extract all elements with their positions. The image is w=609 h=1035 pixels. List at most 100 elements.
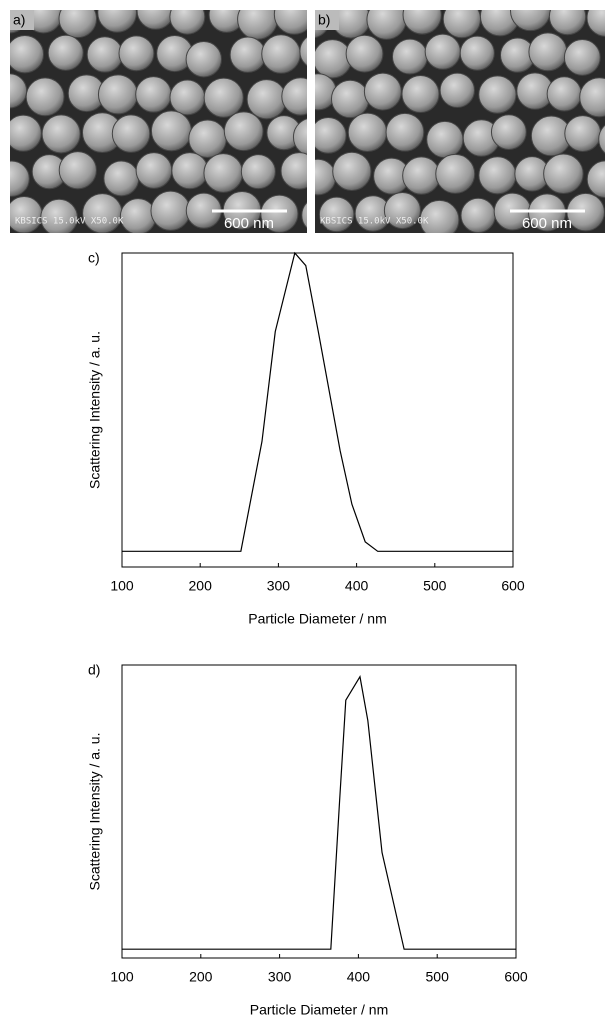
particle (402, 156, 441, 195)
particle (383, 191, 421, 230)
particle (345, 34, 384, 73)
particle (604, 212, 605, 218)
sem-info: KBSICS 15.0kV X50.0K (15, 217, 124, 227)
particle (548, 10, 587, 36)
particle (478, 156, 517, 195)
particle (586, 160, 605, 199)
particle (273, 10, 307, 35)
data-line (122, 675, 516, 950)
label-box (10, 10, 34, 30)
particle (82, 193, 123, 233)
particle (598, 124, 605, 154)
sem-content (315, 10, 605, 233)
particle (169, 10, 206, 35)
sem-image: b) KBSICS 15.0kV X50.0K 600 nm (315, 10, 605, 233)
data-line (122, 251, 513, 552)
particle (188, 119, 227, 158)
particle (10, 114, 42, 152)
particle (459, 35, 495, 71)
particle (171, 152, 209, 190)
x-tick-label: 500 (423, 578, 447, 594)
panel-label: c) (88, 250, 100, 266)
particle (97, 10, 137, 33)
x-tick-label: 200 (189, 969, 213, 985)
particle (25, 77, 65, 117)
particle (564, 115, 602, 152)
particle (10, 196, 43, 233)
particle (203, 153, 244, 193)
particle (439, 72, 475, 108)
particle (363, 72, 402, 111)
particle (261, 34, 301, 74)
particle (10, 160, 30, 197)
x-tick-label: 100 (110, 969, 134, 985)
panel-label: a) (13, 12, 25, 28)
particle (366, 10, 407, 40)
particle (546, 76, 582, 112)
particle (229, 36, 267, 73)
particle (47, 34, 84, 71)
particle (426, 120, 464, 159)
particle (118, 35, 155, 72)
particle (315, 39, 353, 79)
x-tick-label: 400 (345, 578, 369, 594)
particle (280, 152, 307, 190)
x-tick-label: 400 (347, 969, 371, 985)
particle (240, 154, 276, 190)
particle (419, 199, 460, 233)
particle (281, 77, 307, 116)
particle (401, 74, 440, 114)
particle (135, 152, 173, 189)
particle (347, 112, 388, 153)
particle (460, 197, 496, 233)
particle (119, 198, 157, 233)
particle (203, 77, 244, 118)
particle (40, 198, 78, 233)
particle (318, 196, 355, 233)
particle (402, 10, 442, 35)
particle (41, 114, 81, 154)
particle (385, 112, 425, 152)
particle (332, 151, 372, 191)
particle (586, 10, 605, 37)
particle (579, 77, 605, 118)
particle (478, 75, 517, 114)
particle (435, 153, 476, 194)
particle (528, 32, 568, 72)
particle (543, 153, 584, 195)
x-tick-label: 600 (504, 969, 528, 985)
panel-label: b) (318, 12, 330, 28)
x-tick-label: 300 (268, 969, 292, 985)
x-tick-label: 300 (267, 578, 291, 594)
particle (292, 118, 307, 156)
particle (563, 38, 601, 76)
scale-label: 600 nm (522, 215, 572, 232)
y-axis-label: Scattering Intensity / a. u. (87, 733, 103, 891)
x-axis-label: Particle Diameter / nm (250, 1002, 388, 1018)
particle (111, 114, 151, 153)
sem-image: a) KBSICS 15.0kV X50.0K 600 nm (10, 10, 307, 233)
label-box (315, 10, 339, 30)
particle (237, 10, 278, 40)
particle (315, 117, 347, 154)
particle (150, 110, 192, 152)
panel-label: d) (88, 662, 100, 678)
particle (150, 190, 191, 231)
particle (301, 201, 307, 229)
particle (223, 111, 264, 152)
particle (103, 160, 140, 197)
particle (260, 194, 299, 233)
particle (86, 36, 124, 73)
particle (97, 74, 138, 115)
x-tick-label: 100 (110, 578, 134, 594)
x-tick-label: 500 (426, 969, 450, 985)
particle (58, 10, 98, 39)
particle (169, 79, 206, 116)
particle (10, 35, 45, 74)
particle (330, 79, 370, 119)
particle (490, 114, 527, 151)
scale-label: 600 nm (224, 215, 274, 232)
particle (185, 41, 223, 78)
x-axis-label: Particle Diameter / nm (248, 611, 386, 627)
